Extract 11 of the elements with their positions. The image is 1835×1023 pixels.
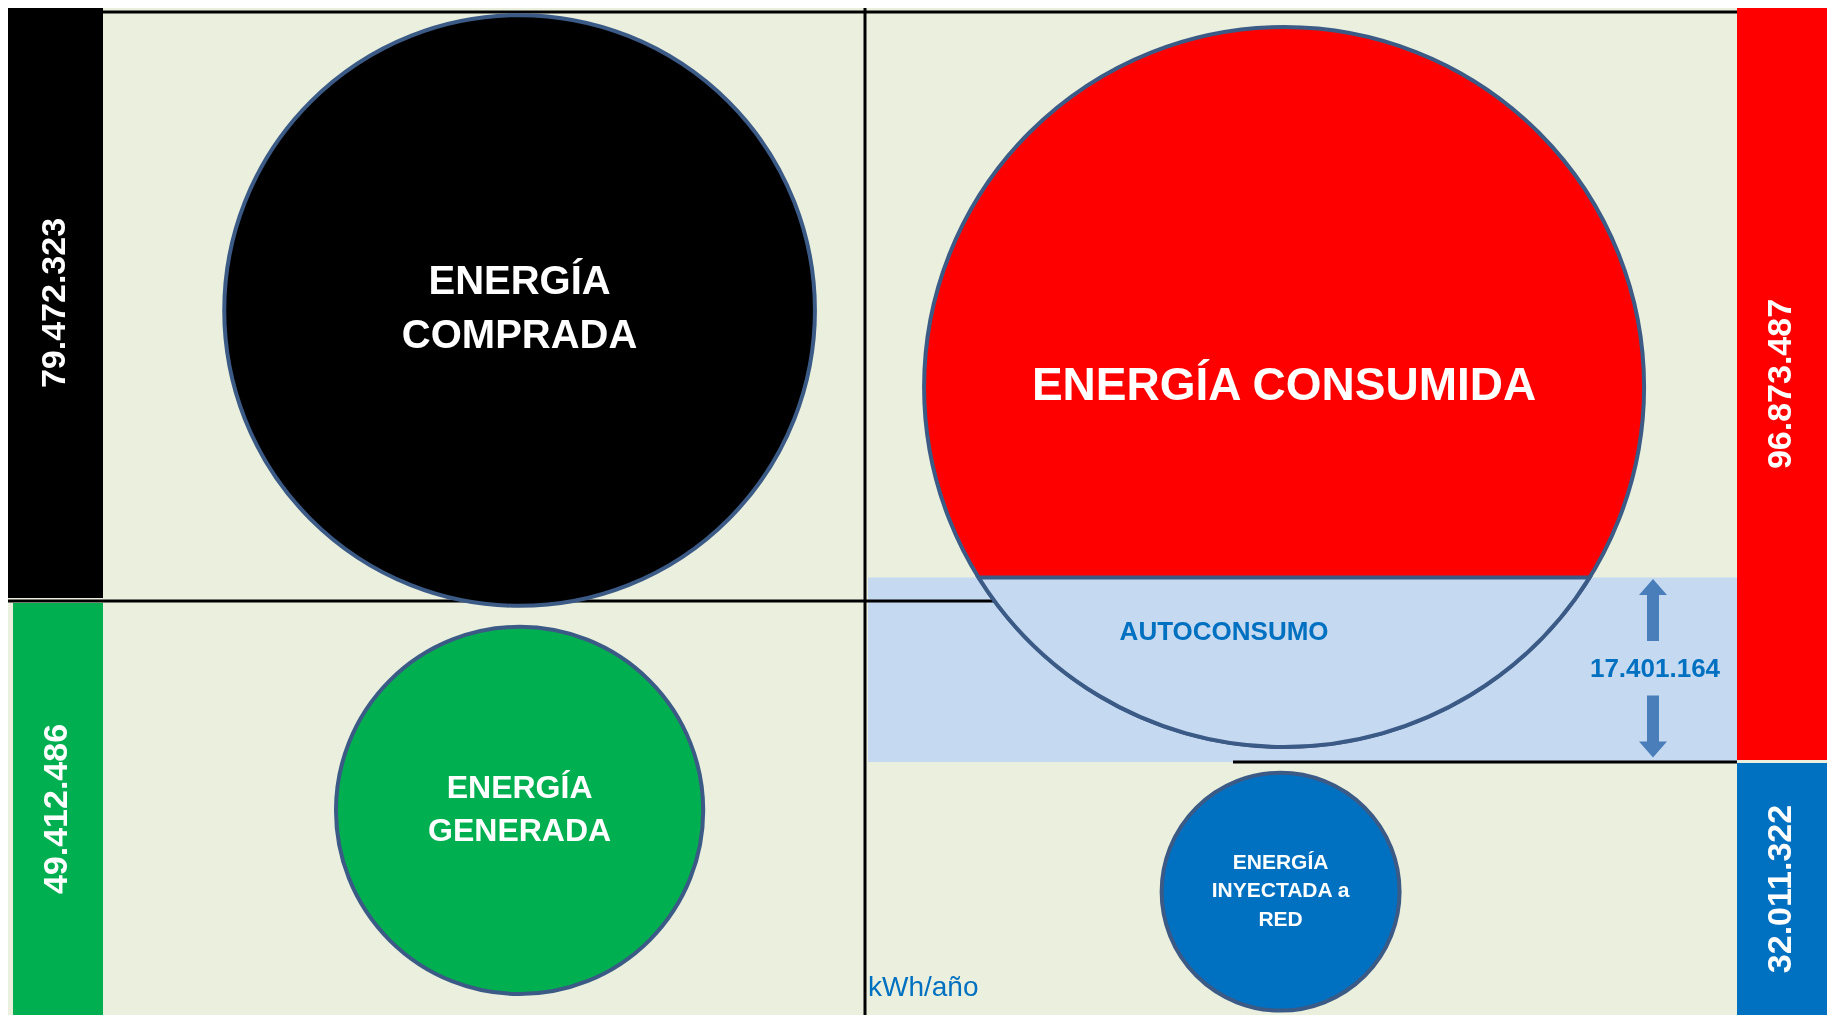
data-label: 17.401.164 [1589, 652, 1721, 683]
data-label: 79.472.323 [33, 217, 72, 389]
category-label: ENERGÍA CONSUMIDA [1031, 357, 1537, 410]
text: kWh/año [868, 970, 979, 1002]
category-label: ENERGÍA INYECTADA a RED [1211, 850, 1350, 930]
data-label: 49.412.486 [36, 723, 75, 895]
data-label: 32.011.322 [1760, 804, 1799, 974]
category-label: ENERGÍA GENERADA [428, 768, 612, 848]
category-label: ENERGÍA COMPRADA [401, 258, 638, 357]
data-label: 96.873.487 [1760, 298, 1799, 470]
category-label: AUTOCONSUMO [1119, 615, 1329, 646]
